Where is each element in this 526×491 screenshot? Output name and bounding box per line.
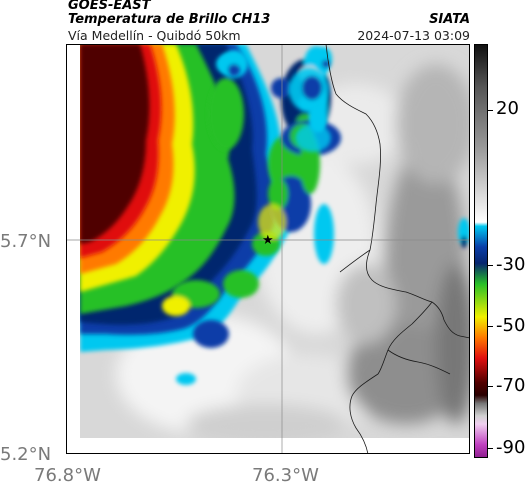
colorbar-label-minus70: -70: [496, 375, 526, 396]
colorbar-tick: [488, 326, 493, 327]
lon-tick-76.3: 76.3°W: [252, 465, 319, 486]
colorbar-label-minus30: -30: [496, 254, 526, 275]
colorbar: [474, 44, 488, 458]
timestamp-label: 2024-07-13 03:09: [357, 28, 470, 43]
colorbar-tick: [488, 110, 493, 111]
product-title: Temperatura de Brillo CH13: [68, 12, 271, 27]
lon-tick-76.8: 76.8°W: [34, 465, 101, 486]
colorbar-label-20: 20: [496, 98, 519, 119]
star-icon[interactable]: ★: [262, 233, 274, 248]
region-subtitle: Vía Medellín - Quibdó 50km: [68, 28, 241, 43]
isolated-cells: [176, 47, 470, 385]
map-panel[interactable]: ★: [66, 44, 470, 454]
lat-tick-5.2: 5.2°N: [0, 444, 52, 465]
no-data-strip-left: [66, 44, 80, 454]
colorbar-label-minus90: -90: [496, 437, 526, 458]
colorbar-label-minus50: -50: [496, 315, 526, 336]
colorbar-tick: [488, 448, 493, 449]
agency-label: SIATA: [429, 12, 470, 27]
satellite-title: GOES-EAST: [68, 0, 151, 13]
colorbar-tick: [488, 265, 493, 266]
admin-borders: [325, 44, 470, 454]
lat-tick-5.7: 5.7°N: [0, 231, 52, 252]
no-data-strip: [66, 438, 470, 454]
colorbar-tick: [488, 386, 493, 387]
map-frame: [66, 44, 470, 454]
brightness-temperature-map[interactable]: ★: [66, 44, 470, 454]
